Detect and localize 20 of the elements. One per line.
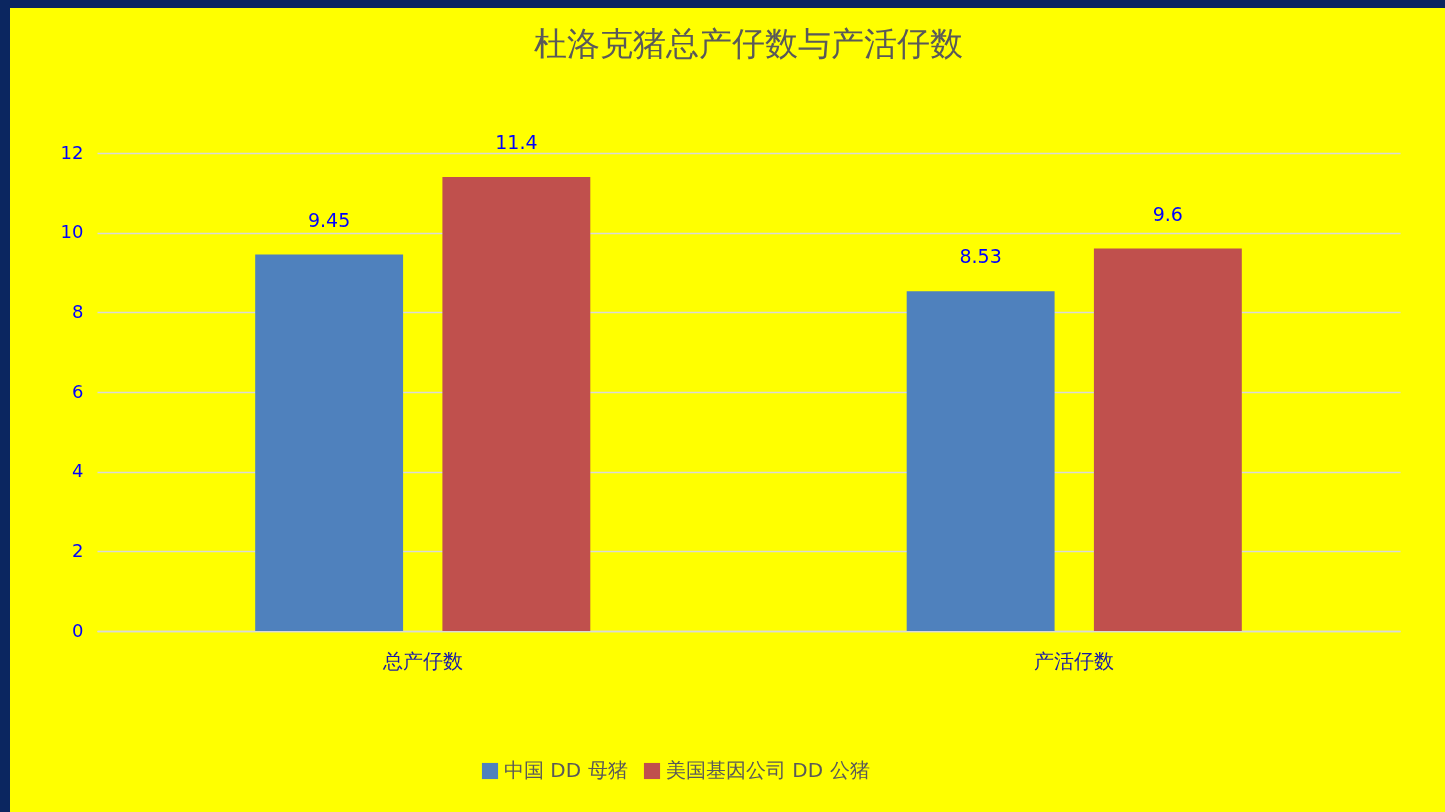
y-tick-label: 2 — [72, 539, 84, 561]
bar — [906, 291, 1055, 631]
bar — [255, 254, 404, 631]
chart-title: 杜洛克猪总产仔数与产活仔数 — [534, 23, 963, 63]
x-tick-label: 产活仔数 — [1034, 648, 1115, 673]
data-label: 11.4 — [495, 130, 538, 153]
y-tick-label: 12 — [60, 141, 84, 163]
bar — [1093, 248, 1242, 631]
x-tick-label: 总产仔数 — [381, 648, 463, 673]
y-tick-label: 4 — [72, 460, 84, 482]
data-label: 9.6 — [1152, 202, 1183, 225]
y-tick-label: 6 — [72, 380, 84, 402]
legend-label: 中国 DD 母猪 — [504, 758, 628, 782]
y-tick-label: 8 — [72, 300, 84, 322]
bar — [442, 176, 591, 631]
y-tick-label: 10 — [60, 221, 84, 243]
data-label: 9.45 — [307, 208, 351, 231]
legend-label: 美国基因公司 DD 公猪 — [666, 758, 870, 782]
data-label: 8.53 — [959, 245, 1002, 268]
y-tick-label: 0 — [72, 619, 84, 641]
